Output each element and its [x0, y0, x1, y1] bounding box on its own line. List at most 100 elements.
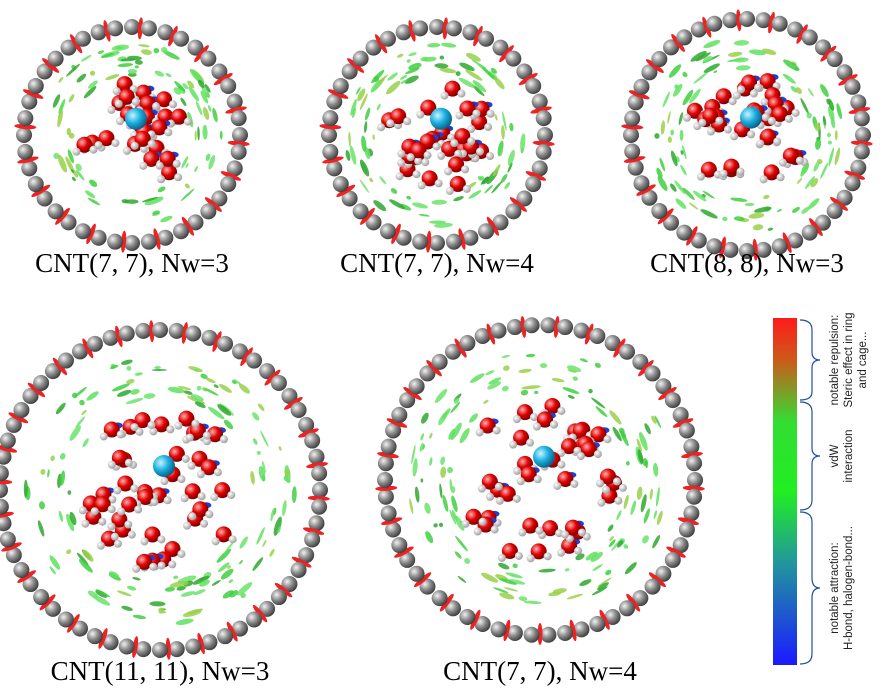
- vdw-surface: [205, 153, 211, 161]
- hydrogen-atom: [202, 437, 211, 446]
- carbon-atom: [644, 578, 661, 595]
- vdw-surface: [152, 210, 160, 215]
- vdw-surface: [420, 478, 424, 483]
- repulsion-surface: [17, 156, 39, 164]
- vdw-surface: [144, 196, 164, 206]
- vdw-surface: [653, 510, 658, 519]
- carbon-atom: [377, 472, 393, 488]
- carbon-atom: [22, 387, 39, 404]
- vdw-surface: [201, 85, 210, 99]
- vdw-surface: [623, 494, 629, 510]
- repulsion-surface: [677, 517, 700, 526]
- ion: [740, 106, 762, 129]
- vdw-surface: [439, 67, 457, 74]
- carbon-atom: [16, 127, 32, 143]
- vdw-surface: [239, 383, 250, 394]
- vdw-surface: [194, 166, 198, 172]
- hydrogen-atom: [467, 137, 476, 146]
- vdw-surface: [512, 563, 518, 569]
- vdw-surface: [404, 75, 419, 84]
- vdw-surface: [667, 111, 671, 124]
- carbon-atom: [445, 20, 462, 37]
- vdw-surface: [187, 80, 195, 89]
- carbon-atom: [683, 505, 700, 522]
- color-bar-label: and cage...: [857, 332, 869, 389]
- vdw-surface: [356, 86, 361, 95]
- carbon-atom: [220, 176, 237, 193]
- carbon-atom: [755, 12, 772, 29]
- carbon-atom: [365, 214, 382, 231]
- carbon-atom: [341, 63, 358, 80]
- vdw-surface: [134, 59, 143, 65]
- hydrogen-atom: [406, 153, 415, 162]
- hydrogen-atom: [526, 438, 535, 447]
- repulsion-surface: [830, 197, 848, 211]
- oxygen-atom: [206, 426, 223, 443]
- hydrogen-atom: [736, 167, 745, 176]
- oxygen-atom: [454, 128, 471, 145]
- hydrogen-atom: [440, 91, 449, 100]
- vdw-surface: [69, 511, 77, 526]
- repulsion-surface: [638, 360, 654, 377]
- vdw-surface: [89, 70, 96, 76]
- repulsion-surface: [613, 338, 626, 358]
- hydrogen-atom: [553, 481, 562, 490]
- carbon-atom: [308, 448, 325, 465]
- repulsion-surface: [55, 207, 70, 225]
- repulsion-surface: [132, 636, 139, 658]
- vdw-surface: [488, 377, 502, 385]
- vdw-surface: [157, 186, 166, 193]
- vdw-surface: [111, 44, 130, 51]
- hydrogen-atom: [509, 440, 518, 449]
- vdw-surface: [219, 130, 223, 140]
- vdw-surface: [57, 109, 63, 128]
- oxygen-atom: [561, 537, 578, 554]
- vdw-surface: [808, 198, 820, 210]
- repulsion-surface: [503, 619, 511, 642]
- hydrogen-atom: [107, 105, 116, 114]
- carbon-atom: [850, 159, 867, 176]
- vdw-surface: [412, 202, 429, 209]
- oxygen-atom: [421, 170, 438, 187]
- repulsion-surface: [1, 542, 22, 552]
- vdw-surface: [448, 428, 456, 440]
- vdw-surface: [389, 199, 405, 210]
- hydrogen-atom: [597, 498, 606, 507]
- carbon-atom: [516, 63, 533, 80]
- vdw-surface: [817, 158, 823, 165]
- panel-caption: CNT(11, 11), Nw=3: [51, 656, 270, 686]
- hydrogen-atom: [577, 528, 586, 537]
- hydrogen-atom: [756, 139, 765, 148]
- hydrogen-atom: [414, 157, 423, 166]
- vdw-surface: [643, 508, 650, 524]
- vdw-surface: [805, 175, 816, 190]
- carbon-atom: [135, 322, 152, 339]
- vdw-surface: [270, 508, 275, 522]
- vdw-surface: [218, 562, 230, 573]
- vdw-surface: [183, 390, 193, 395]
- vdw-surface: [37, 520, 45, 537]
- vdw-surface: [68, 94, 75, 103]
- oxygen-atom: [771, 105, 788, 122]
- carbon-atom: [690, 21, 707, 38]
- carbon-atom: [573, 322, 590, 339]
- vdw-surface: [591, 586, 608, 596]
- vdw-surface: [744, 202, 755, 207]
- carbon-atom: [332, 77, 349, 94]
- repulsion-surface: [702, 16, 712, 38]
- oxygen-atom: [76, 136, 93, 153]
- vdw-surface: [810, 178, 819, 188]
- vdw-surface: [399, 75, 408, 80]
- vdw-surface: [127, 72, 137, 77]
- vdw-surface: [733, 40, 750, 46]
- vdw-surface: [429, 457, 433, 466]
- vdw-surface: [624, 562, 637, 575]
- carbon-atom: [217, 628, 234, 645]
- oxygen-atom: [560, 438, 577, 455]
- vdw-surface: [195, 101, 203, 116]
- carbon-atom: [187, 39, 204, 56]
- vdw-surface: [494, 77, 505, 90]
- carbon-atom: [445, 233, 462, 250]
- vdw-surface: [83, 86, 97, 99]
- vdw-surface: [164, 586, 176, 592]
